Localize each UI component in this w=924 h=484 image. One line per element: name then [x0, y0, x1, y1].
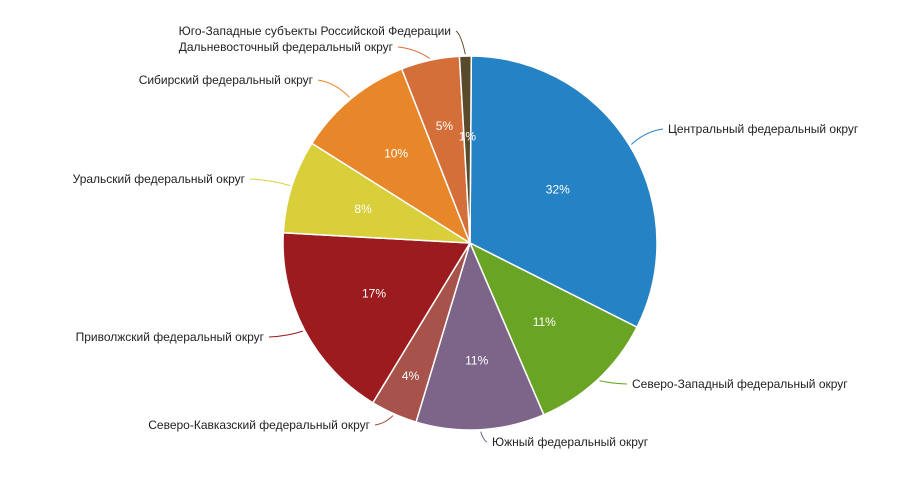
slice-value-label: 10% [384, 147, 408, 161]
slice-category-label: Северо-Западный федеральный округ [632, 377, 848, 391]
slice-value-label: 5% [436, 119, 454, 133]
slice-category-label: Центральный федеральный округ [668, 122, 859, 136]
leader-line [599, 380, 628, 385]
slice-value-label: 32% [546, 182, 570, 196]
pie-slice [282, 142, 471, 244]
pie-slice [469, 242, 638, 416]
slice-value-label: 17% [362, 287, 386, 301]
pie-slice [469, 55, 658, 328]
leader-line [630, 128, 664, 145]
slice-category-label: Дальневосточный федеральный округ [179, 40, 394, 54]
slice-value-label: 4% [402, 369, 420, 383]
slice-value-label: 11% [465, 354, 488, 368]
leader-line [480, 431, 488, 443]
leader-line [249, 178, 291, 187]
pie-slice [311, 68, 471, 244]
slice-category-label: Сибирский федеральный округ [139, 73, 314, 87]
slice-category-label: Юго-Западные субъекты Российской Федерац… [179, 24, 451, 38]
pie-labels: 32% Центральный федеральный округ 11% Север… [73, 24, 859, 449]
leader-line [268, 330, 303, 338]
slice-value-label: 8% [354, 202, 372, 216]
pie-slices [282, 55, 658, 431]
leader-line [455, 30, 466, 55]
slice-category-label: Южный федеральный округ [492, 435, 649, 449]
leader-line [317, 79, 350, 98]
slice-value-label: 11% [533, 315, 556, 329]
slice-category-label: Приволжский федеральный округ [76, 330, 265, 344]
slice-category-label: Уральский федеральный округ [73, 172, 246, 186]
leader-line [397, 46, 430, 59]
leader-lines [249, 30, 664, 443]
pie-slice [282, 232, 471, 404]
pie-slice [458, 55, 473, 244]
pie-slice [415, 242, 545, 431]
slice-category-label: Северо-Кавказский федеральный округ [148, 418, 370, 432]
leader-line [374, 415, 394, 426]
slice-value-label: 1% [459, 129, 477, 143]
